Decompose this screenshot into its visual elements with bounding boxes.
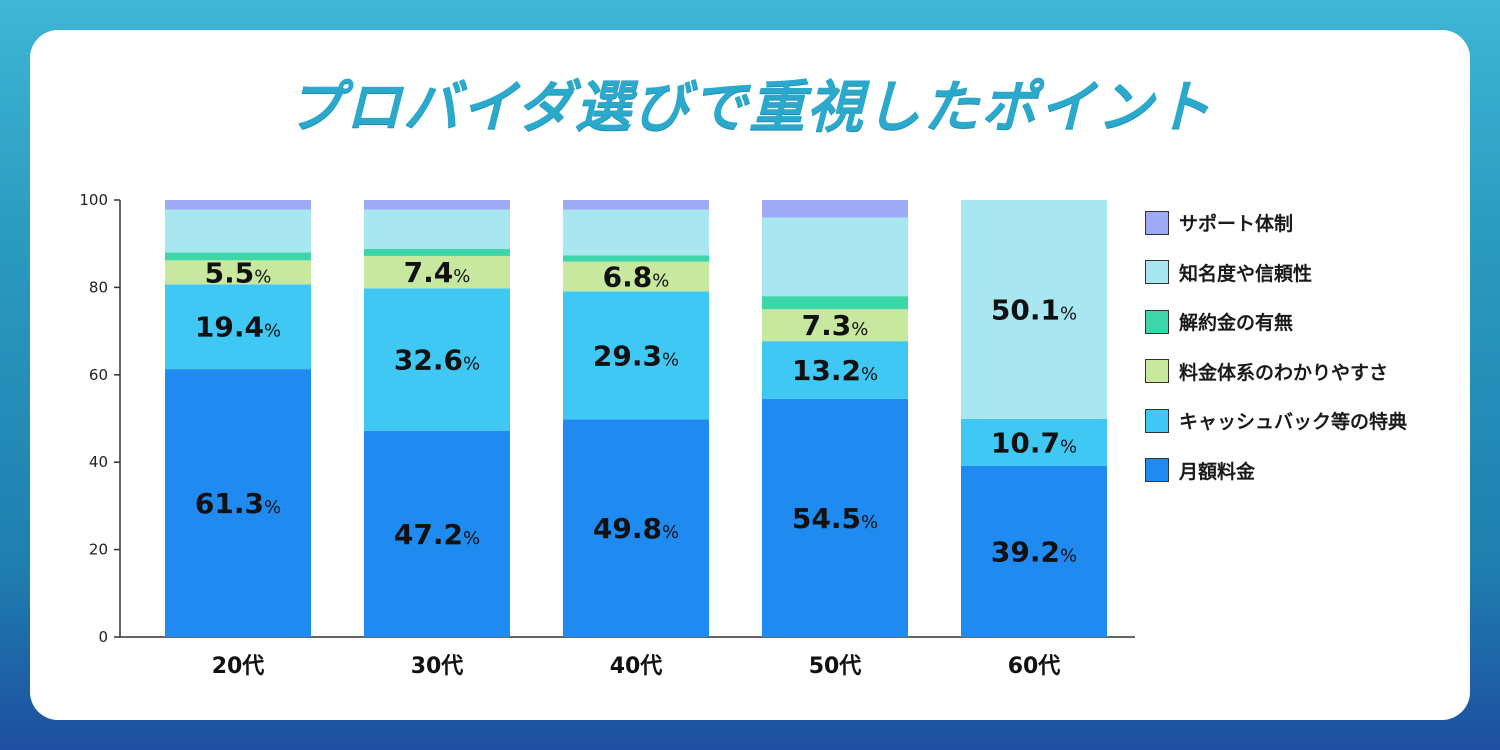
bar-segment-cancellation_fee [165,252,311,261]
bar-segment-cashback [364,288,510,431]
data-label: 61.3% [195,487,281,520]
bar-segment-reputation [762,217,908,297]
legend-swatch [1145,458,1169,483]
bar-segment-support [762,200,908,218]
bar-segment-cashback [563,291,709,420]
x-tick-label: 50代 [809,654,862,679]
bar-segment-cashback [762,341,908,399]
y-tick-label: 20 [89,541,108,559]
bar-segment-support [364,200,510,210]
bar-segment-support [563,200,709,210]
bar-segment-pricing_clarity [762,309,908,342]
chart-title: プロバイダ選びで重視したポイント [287,75,1213,140]
data-label: 49.8% [593,512,679,545]
data-label: 10.7% [991,426,1077,459]
legend-item: 知名度や信頼性 [1145,248,1475,298]
legend-swatch [1145,309,1169,334]
data-label: 50.1% [991,293,1077,326]
x-tick-label: 20代 [212,654,265,679]
legend-label: キャッシュバック等の特典 [1179,411,1408,434]
x-tick-label: 60代 [1008,654,1061,679]
bar-segment-pricing_clarity [563,261,709,292]
data-label: 29.3% [593,339,679,372]
x-tick-label: 40代 [610,654,663,679]
data-label: 6.8% [603,260,670,293]
data-label: 7.4% [404,256,471,289]
bar-segment-cashback [165,284,311,370]
bar-segment-reputation [165,209,311,253]
data-label: 32.6% [394,344,480,377]
data-label: 47.2% [394,518,480,551]
legend-item: 解約金の有無 [1145,297,1475,347]
bar-segment-cancellation_fee [364,248,510,256]
data-label: 5.5% [205,256,272,289]
data-label: 39.2% [991,535,1077,568]
bar-segment-support [165,200,311,210]
legend-swatch [1145,260,1169,285]
bar-segment-pricing_clarity [364,255,510,289]
bar-segment-pricing_clarity [165,260,311,285]
bar-segment-monthly_fee [563,419,709,637]
bar-segment-cancellation_fee [762,296,908,310]
bar-segment-cashback [961,418,1107,466]
bar-segment-monthly_fee [762,398,908,637]
bar-segment-monthly_fee [165,369,311,637]
legend-swatch [1145,210,1169,235]
legend-label: サポート体制 [1179,213,1294,236]
y-tick-label: 0 [98,628,108,646]
bar-segment-cancellation_fee [563,255,709,262]
legend-item: 料金体系のわかりやすさ [1145,347,1475,397]
data-label: 19.4% [195,311,281,344]
legend-label: 料金体系のわかりやすさ [1179,361,1389,384]
legend-swatch [1145,359,1169,384]
legend-item: サポート体制 [1145,198,1475,248]
legend-label: 月額料金 [1179,460,1256,483]
bar-segment-reputation [364,209,510,249]
bar-segment-reputation [961,200,1107,419]
bar-segment-monthly_fee [961,465,1107,637]
legend-item: キャッシュバック等の特典 [1145,396,1475,446]
chart-legend: サポート体制 知名度や信頼性 解約金の有無料金体系のわかりやすさ キャッシュバック等の… [1145,198,1475,495]
y-tick-label: 40 [89,453,108,471]
y-tick-label: 60 [89,366,108,384]
data-label: 7.3% [802,309,869,342]
x-tick-label: 30代 [411,654,464,679]
y-tick-label: 100 [79,191,108,209]
data-label: 54.5% [792,502,878,535]
data-label: 13.2% [792,354,878,387]
legend-item: 月額料金 [1145,446,1475,496]
bar-segment-monthly_fee [364,430,510,637]
legend-label: 解約金の有無 [1179,312,1294,335]
bar-segment-reputation [563,209,709,256]
legend-swatch [1145,408,1169,433]
y-tick-label: 80 [89,278,108,296]
legend-label: 知名度や信頼性 [1179,262,1313,285]
